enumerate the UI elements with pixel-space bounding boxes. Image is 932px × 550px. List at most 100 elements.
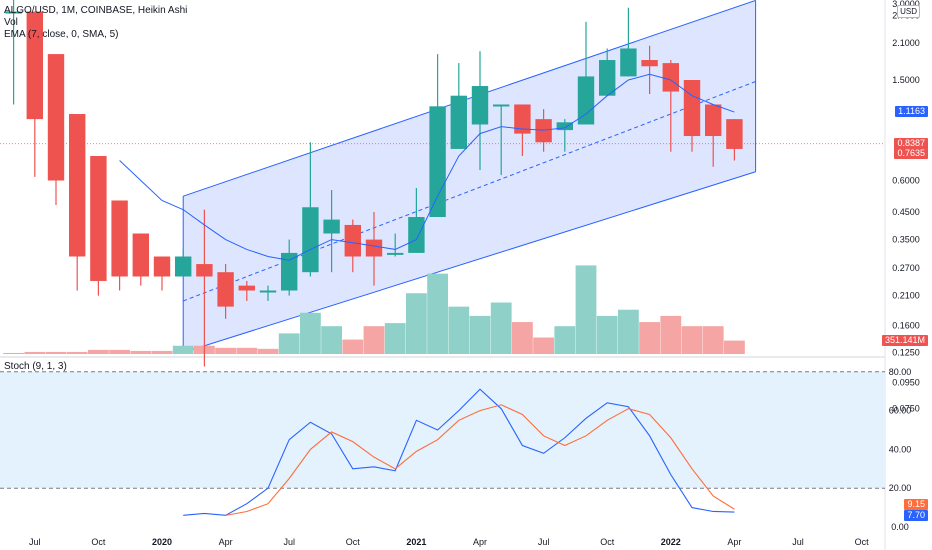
candle-body (365, 239, 383, 257)
time-tick-label: Jul (283, 537, 295, 547)
volume-bar (66, 351, 88, 354)
candle-body (471, 86, 489, 125)
time-tick-label: 2020 (152, 537, 172, 547)
candle-body (69, 114, 86, 257)
candle-body (281, 252, 298, 291)
candle-body (493, 104, 510, 107)
candle-body (153, 256, 171, 277)
time-tick-label: Jul (792, 537, 804, 547)
volume-bar (681, 326, 703, 354)
volume-bar (406, 293, 427, 354)
time-tick-label: Jul (29, 537, 41, 547)
candle-body (620, 48, 637, 77)
price-tick-label: 0.3500 (892, 235, 920, 245)
candle-body (514, 104, 531, 134)
price-tick-label: 0.2700 (892, 263, 920, 273)
volume-bar (490, 302, 512, 354)
time-tick-label: Oct (600, 537, 615, 547)
price-tick-label: 0.2100 (892, 291, 920, 301)
time-tick-label: 2022 (661, 537, 681, 547)
candle-body (47, 54, 65, 181)
candle-body (5, 11, 22, 14)
candle-body (238, 285, 255, 291)
volume-legend[interactable]: Vol (4, 17, 18, 28)
candle-body (408, 217, 425, 253)
stoch-legend[interactable]: Stoch (9, 1, 3) (4, 361, 67, 372)
candle-body (175, 256, 192, 277)
candle-body (599, 60, 616, 96)
channel-upper-line (183, 0, 756, 197)
volume-bar (639, 322, 660, 354)
time-tick-label: Jul (538, 537, 550, 547)
time-tick-label: Oct (91, 537, 106, 547)
price-tick-label: 0.0750 (892, 404, 920, 414)
volume-bar (533, 337, 554, 354)
volume-bar (448, 306, 470, 354)
candle-body (111, 200, 128, 277)
stoch-tick-label: 0.00 (891, 522, 909, 532)
candle-body (259, 290, 277, 293)
volume-bar (130, 350, 152, 354)
volume-bar (724, 340, 745, 354)
volume-bar (660, 315, 682, 354)
price-tag-ema: 1.1163 (895, 106, 928, 118)
symbol-legend[interactable]: ALGO/USD, 1M, COINBASE, Heikin Ashi (4, 5, 188, 16)
candle-body (196, 264, 213, 277)
stoch-tick-label: 80.00 (889, 367, 912, 377)
volume-bar (215, 347, 236, 354)
volume-bar (236, 347, 258, 354)
candle-body (217, 272, 234, 307)
time-tick-label: Apr (219, 537, 233, 547)
time-tick-label: Apr (727, 537, 741, 547)
candle-body (90, 156, 107, 281)
candle-body (302, 207, 319, 273)
volume-bar (575, 265, 597, 354)
volume-bar (702, 326, 724, 354)
candle-body (26, 11, 43, 120)
volume-bar (109, 349, 130, 354)
volume-bar (384, 323, 406, 354)
time-tick-label: 2021 (406, 537, 426, 547)
price-tag-prev: 0.8387 (894, 137, 928, 149)
candle-body (344, 224, 361, 257)
volume-bar (257, 348, 279, 354)
candle-body (450, 95, 467, 149)
volume-bar (596, 315, 618, 354)
volume-bar (45, 351, 67, 354)
candle-body (387, 252, 404, 255)
volume-bar (512, 322, 533, 354)
volume-bar (151, 350, 173, 354)
price-tick-label: 0.0950 (892, 378, 920, 388)
candle-body (705, 104, 722, 137)
stoch-tag-k: 7.70 (904, 510, 928, 522)
price-tick-label: 1.5000 (892, 75, 920, 85)
stoch-k-line (183, 388, 735, 516)
volume-bar (3, 352, 24, 354)
volume-bar (278, 333, 300, 354)
price-tick-label: 0.6000 (892, 175, 920, 185)
stoch-band (0, 371, 885, 489)
volume-bar (172, 345, 194, 354)
candle-body (726, 119, 743, 149)
ema-line (119, 73, 735, 261)
time-tick-label: Oct (346, 537, 361, 547)
ema-legend[interactable]: EMA (7, close, 0, SMA, 5) (4, 29, 119, 40)
time-tick-label: Apr (473, 537, 487, 547)
candle-body (429, 106, 446, 218)
price-tag-last: 0.7635 (894, 148, 928, 160)
stoch-tick-label: 20.00 (889, 483, 912, 493)
stoch-d-line (225, 404, 735, 516)
candle-body (662, 63, 679, 92)
time-tick-label: Oct (855, 537, 870, 547)
candle-body (323, 219, 340, 234)
currency-button[interactable]: USD (897, 5, 920, 18)
volume-bar (342, 339, 364, 354)
volume-bar (24, 351, 46, 354)
candle-body (577, 76, 595, 125)
stoch-tick-label: 60.00 (889, 406, 912, 416)
volume-bar (618, 309, 639, 354)
candle-body (535, 119, 552, 143)
price-tick-label: 0.1250 (892, 348, 920, 358)
